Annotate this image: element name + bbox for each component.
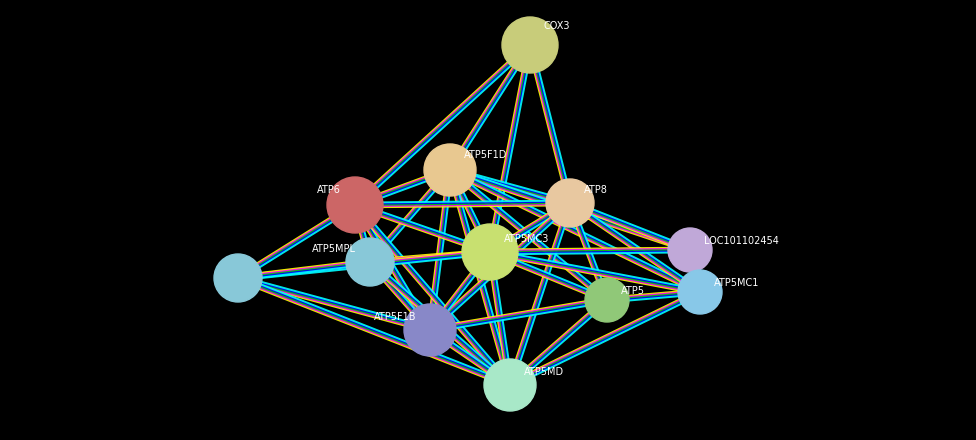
Circle shape (462, 224, 518, 280)
Circle shape (424, 144, 476, 196)
Circle shape (585, 278, 629, 322)
Text: ATP5F1B: ATP5F1B (374, 312, 416, 322)
Text: ATP5MC3: ATP5MC3 (504, 234, 549, 244)
Text: ATP5MC1: ATP5MC1 (714, 278, 759, 288)
Circle shape (327, 177, 383, 233)
Text: ATP6: ATP6 (317, 185, 341, 195)
Text: ATP5: ATP5 (621, 286, 645, 296)
Text: LOC101102454: LOC101102454 (704, 236, 779, 246)
Text: ATP8: ATP8 (584, 185, 608, 195)
Text: ATP5F1D: ATP5F1D (464, 150, 508, 160)
Circle shape (346, 238, 394, 286)
Text: ATP5MPL: ATP5MPL (312, 244, 356, 254)
Circle shape (214, 254, 262, 302)
Circle shape (546, 179, 594, 227)
Text: COX3: COX3 (544, 21, 571, 31)
Text: ATP5MD: ATP5MD (524, 367, 564, 377)
Circle shape (502, 17, 558, 73)
Circle shape (678, 270, 722, 314)
Circle shape (404, 304, 456, 356)
Circle shape (668, 228, 712, 272)
Circle shape (484, 359, 536, 411)
